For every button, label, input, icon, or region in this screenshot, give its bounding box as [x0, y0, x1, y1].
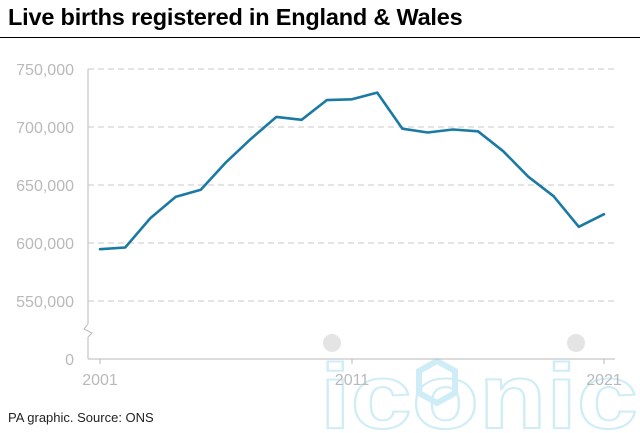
series-line [98, 91, 606, 251]
data-point [124, 246, 127, 249]
watermark-dot [567, 334, 585, 352]
y-tick-label: 650,000 [16, 178, 74, 195]
y-tick-label: 750,000 [16, 62, 74, 79]
x-tick-label: 2001 [82, 372, 118, 389]
y-tick-label: 0 [65, 352, 74, 369]
y-tick-label: 700,000 [16, 120, 74, 137]
data-point [149, 217, 152, 220]
watermark-dot [323, 334, 341, 352]
data-point [351, 98, 353, 101]
data-point [376, 91, 379, 94]
data-point [174, 196, 177, 198]
data-point [199, 188, 202, 191]
data-point [99, 248, 101, 251]
data-point [577, 225, 580, 228]
data-point [552, 195, 555, 198]
chart-title: Live births registered in England & Wale… [8, 4, 463, 30]
data-point [300, 118, 303, 121]
watermark-text: iconic [320, 346, 638, 433]
data-point [527, 175, 530, 178]
data-point [325, 99, 328, 101]
x-tick-label: 2021 [586, 372, 622, 389]
axis-break-mark [83, 323, 93, 338]
data-point [502, 150, 505, 153]
watermark-logo: iconic [319, 334, 639, 433]
data-point [426, 131, 429, 134]
data-point [477, 130, 479, 133]
x-tick-label: 2011 [335, 372, 370, 389]
watermark-hexagon [416, 357, 458, 407]
data-point [225, 161, 227, 164]
data-point [451, 128, 454, 131]
y-tick-label: 600,000 [16, 236, 74, 253]
y-tick-label: 550,000 [16, 294, 74, 311]
source-note: PA graphic. Source: ONS [8, 410, 154, 425]
data-point [401, 127, 404, 130]
data-point [250, 137, 253, 140]
title-divider [0, 37, 640, 38]
data-point [603, 213, 605, 216]
data-point [275, 116, 278, 118]
